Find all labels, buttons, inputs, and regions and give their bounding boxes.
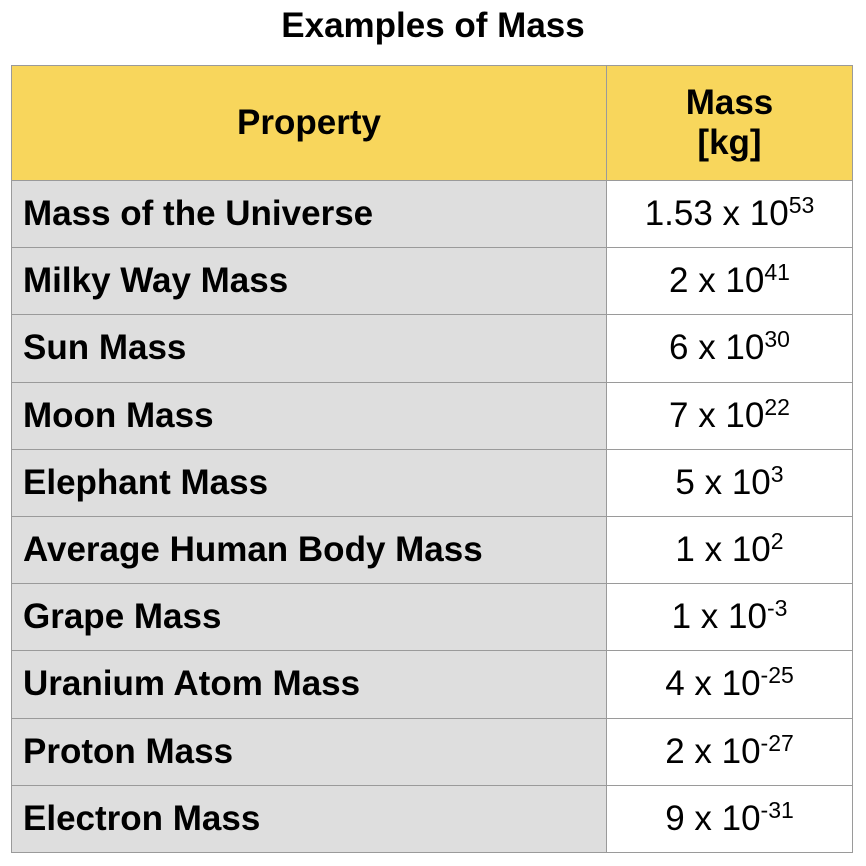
mass-coefficient: 1 x 10 bbox=[671, 597, 767, 637]
mass-value-cell: 4 x 10-25 bbox=[606, 650, 853, 719]
mass-coefficient: 4 x 10 bbox=[665, 664, 761, 704]
mass-exponent: 53 bbox=[788, 192, 815, 219]
mass-exponent: 22 bbox=[764, 393, 790, 420]
mass-coefficient: 2 x 10 bbox=[669, 261, 765, 301]
mass-value-cell: 5 x 103 bbox=[606, 448, 853, 517]
mass-value-cell: 6 x 1030 bbox=[606, 314, 853, 383]
property-cell: Mass of the Universe bbox=[11, 179, 607, 249]
header-property: Property bbox=[11, 65, 607, 181]
property-cell: Uranium Atom Mass bbox=[11, 650, 607, 719]
mass-exponent: -31 bbox=[760, 796, 794, 823]
mass-coefficient: 5 x 10 bbox=[675, 462, 771, 502]
mass-coefficient: 1 x 10 bbox=[675, 530, 771, 570]
mass-coefficient: 2 x 10 bbox=[665, 731, 761, 771]
table-row: Average Human Body Mass 1 x 102 bbox=[11, 515, 853, 585]
table-row: Elephant Mass 5 x 103 bbox=[11, 448, 853, 517]
mass-exponent: 41 bbox=[764, 259, 790, 286]
mass-exponent: -27 bbox=[760, 729, 794, 756]
mass-table: Property Mass [kg] Mass of the Universe … bbox=[11, 65, 853, 853]
mass-exponent: 3 bbox=[770, 460, 784, 487]
mass-coefficient: 1.53 x 10 bbox=[644, 194, 789, 234]
table-row: Milky Way Mass 2 x 1041 bbox=[11, 247, 853, 316]
mass-value-cell: 1 x 102 bbox=[606, 515, 853, 585]
mass-value-cell: 2 x 10-27 bbox=[606, 717, 853, 786]
table-row: Mass of the Universe 1.53 x 1053 bbox=[11, 179, 853, 249]
header-mass: Mass [kg] bbox=[606, 65, 853, 181]
property-cell: Proton Mass bbox=[11, 717, 607, 786]
mass-exponent: 2 bbox=[770, 528, 784, 555]
property-cell: Grape Mass bbox=[11, 583, 607, 652]
table-row: Uranium Atom Mass 4 x 10-25 bbox=[11, 650, 853, 719]
table-row: Moon Mass 7 x 1022 bbox=[11, 381, 853, 450]
mass-coefficient: 7 x 10 bbox=[669, 395, 765, 435]
mass-value-cell: 9 x 10-31 bbox=[606, 784, 853, 853]
mass-value-cell: 7 x 1022 bbox=[606, 381, 853, 450]
property-cell: Elephant Mass bbox=[11, 448, 607, 517]
mass-coefficient: 6 x 10 bbox=[669, 328, 765, 368]
header-mass-label: Mass bbox=[685, 83, 774, 122]
table-header-row: Property Mass [kg] bbox=[11, 65, 853, 181]
table-row: Proton Mass 2 x 10-27 bbox=[11, 717, 853, 786]
table-row: Electron Mass 9 x 10-31 bbox=[11, 784, 853, 853]
mass-value-cell: 1 x 10-3 bbox=[606, 583, 853, 652]
property-cell: Moon Mass bbox=[11, 381, 607, 450]
property-cell: Average Human Body Mass bbox=[11, 515, 607, 585]
mass-exponent: -3 bbox=[766, 595, 788, 622]
table-row: Sun Mass 6 x 1030 bbox=[11, 314, 853, 383]
mass-coefficient: 9 x 10 bbox=[665, 798, 761, 838]
property-cell: Electron Mass bbox=[11, 784, 607, 853]
page-title: Examples of Mass bbox=[281, 6, 585, 45]
table-row: Grape Mass 1 x 10-3 bbox=[11, 583, 853, 652]
mass-value-cell: 2 x 1041 bbox=[606, 247, 853, 316]
mass-value-cell: 1.53 x 1053 bbox=[606, 179, 853, 249]
header-mass-unit: [kg] bbox=[697, 123, 762, 162]
property-cell: Milky Way Mass bbox=[11, 247, 607, 316]
property-cell: Sun Mass bbox=[11, 314, 607, 383]
mass-exponent: 30 bbox=[764, 326, 790, 353]
mass-exponent: -25 bbox=[760, 662, 794, 689]
